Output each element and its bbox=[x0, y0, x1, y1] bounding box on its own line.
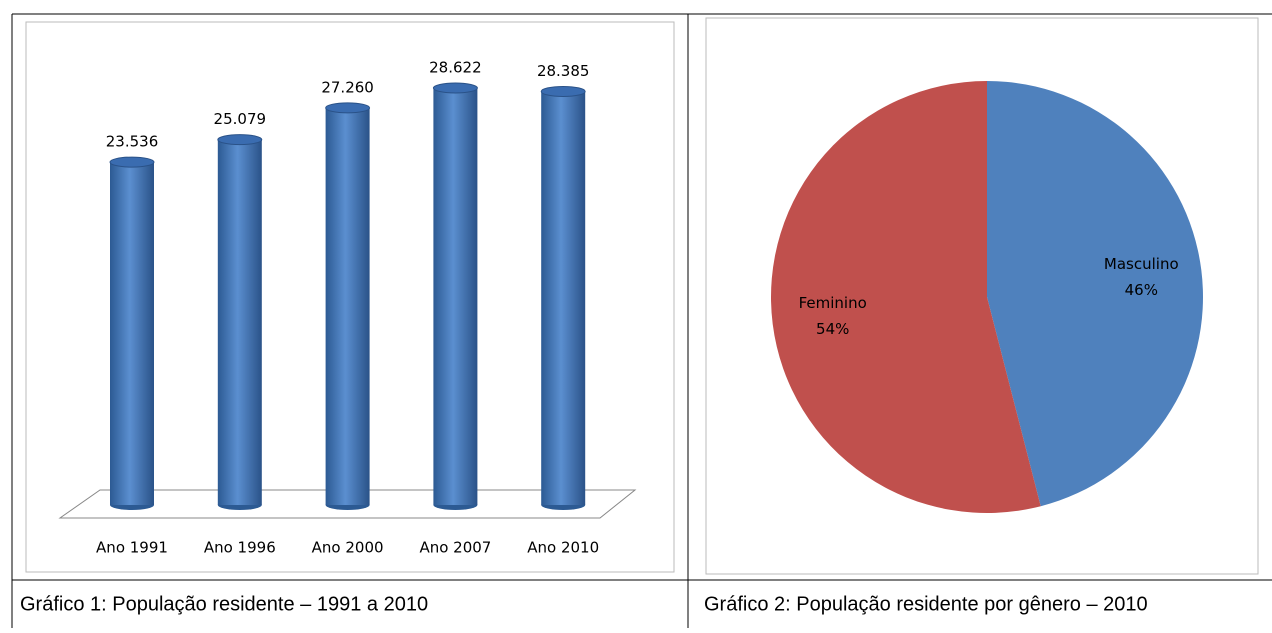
bar bbox=[433, 88, 478, 505]
data-label: 27.260 bbox=[321, 78, 374, 96]
bar-top bbox=[217, 134, 263, 146]
table-borders bbox=[11, 13, 1272, 628]
bar bbox=[325, 107, 370, 506]
x-tick-label: Ano 2007 bbox=[419, 539, 491, 557]
x-tick-label: Ano 1996 bbox=[204, 539, 276, 557]
chart-frame bbox=[705, 17, 1259, 575]
caption: Gráfico 2: População residente por gêner… bbox=[704, 593, 1148, 615]
slice-value: 54% bbox=[816, 320, 849, 338]
x-tick-label: Ano 2000 bbox=[312, 539, 384, 557]
slice-label: Feminino bbox=[799, 294, 867, 312]
pie-slice bbox=[987, 81, 1203, 507]
bar-top bbox=[109, 156, 155, 168]
data-label: 28.622 bbox=[429, 59, 482, 77]
caption: Gráfico 1: População residente – 1991 a … bbox=[20, 593, 428, 615]
bar-top bbox=[325, 102, 371, 114]
data-label: 28.385 bbox=[537, 62, 590, 80]
data-label: 23.536 bbox=[106, 133, 159, 151]
pie-slice bbox=[770, 81, 1041, 513]
x-tick-label: Ano 2010 bbox=[527, 539, 599, 557]
data-label: 25.079 bbox=[214, 110, 267, 128]
bar bbox=[541, 91, 586, 505]
chart-frame bbox=[25, 21, 675, 573]
bar-top bbox=[540, 85, 586, 97]
bar bbox=[217, 139, 262, 505]
slice-value: 46% bbox=[1125, 281, 1158, 299]
x-tick-label: Ano 1991 bbox=[96, 539, 168, 557]
slice-label: Masculino bbox=[1104, 255, 1179, 273]
floor bbox=[58, 489, 637, 519]
bar-top bbox=[432, 82, 478, 94]
bar bbox=[110, 162, 154, 506]
